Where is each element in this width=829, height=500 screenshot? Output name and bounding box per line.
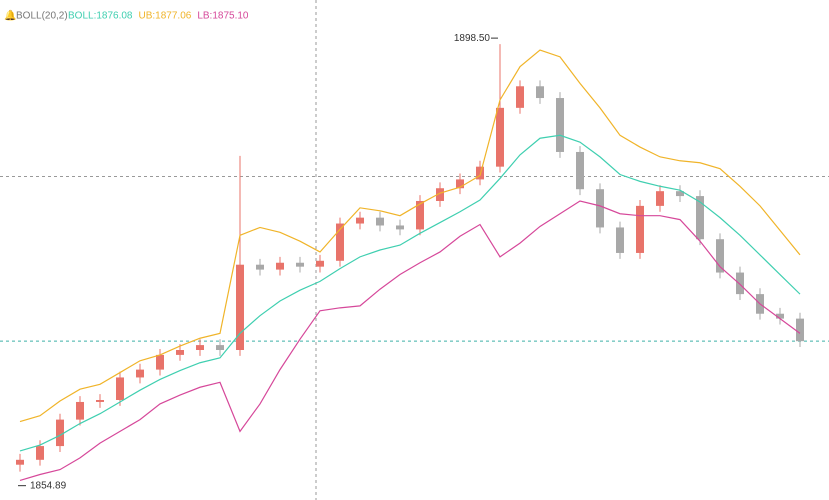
- candle-body: [516, 86, 524, 108]
- candle-body: [716, 239, 724, 273]
- candle-body: [536, 86, 544, 99]
- candle-body: [96, 400, 104, 402]
- candle-body: [676, 191, 684, 197]
- candle-body: [356, 217, 364, 224]
- candle-body: [576, 151, 584, 190]
- candle-body: [556, 98, 564, 152]
- candle-body: [796, 318, 804, 342]
- candle-body: [196, 345, 204, 350]
- candle-body: [776, 313, 784, 319]
- candle-body: [496, 107, 504, 167]
- legend-entry: BOLL:1876.08: [68, 11, 133, 22]
- min-label: 1854.89: [30, 480, 67, 491]
- candle-body: [416, 200, 424, 230]
- candle-body: [596, 189, 604, 228]
- candle-body: [296, 262, 304, 267]
- candle-body: [16, 459, 24, 465]
- indicator-label: BOLL(20,2): [16, 11, 68, 22]
- candle-body: [336, 223, 344, 261]
- boll-line: [19, 200, 801, 481]
- candle-body: [376, 217, 384, 226]
- candle-body: [36, 446, 44, 460]
- candle-body: [236, 264, 244, 350]
- boll-line: [19, 134, 801, 452]
- legend: 🔔 BOLL(20,2): [4, 10, 68, 22]
- candle-body: [736, 272, 744, 295]
- candle-body: [256, 264, 264, 270]
- candle-body: [436, 188, 444, 201]
- max-label: 1898.50: [454, 33, 491, 44]
- candle-body: [396, 225, 404, 230]
- candle-body: [636, 205, 644, 253]
- candle-body: [456, 179, 464, 189]
- candle-body: [176, 350, 184, 355]
- candle-body: [656, 191, 664, 206]
- candle-body: [696, 196, 704, 240]
- legend-entry: LB:1875.10: [197, 11, 249, 22]
- candle-body: [56, 419, 64, 447]
- candle-body: [216, 345, 224, 350]
- candle-body: [156, 354, 164, 370]
- legend-icon: 🔔: [4, 10, 16, 22]
- candle-body: [476, 166, 484, 180]
- candle-body: [116, 377, 124, 400]
- candle-body: [616, 227, 624, 253]
- boll-line: [19, 49, 801, 423]
- legend-entry: UB:1877.06: [139, 11, 192, 22]
- candle-body: [76, 401, 84, 420]
- candle-body: [316, 260, 324, 267]
- candle-body: [136, 369, 144, 378]
- candle-body: [276, 262, 284, 270]
